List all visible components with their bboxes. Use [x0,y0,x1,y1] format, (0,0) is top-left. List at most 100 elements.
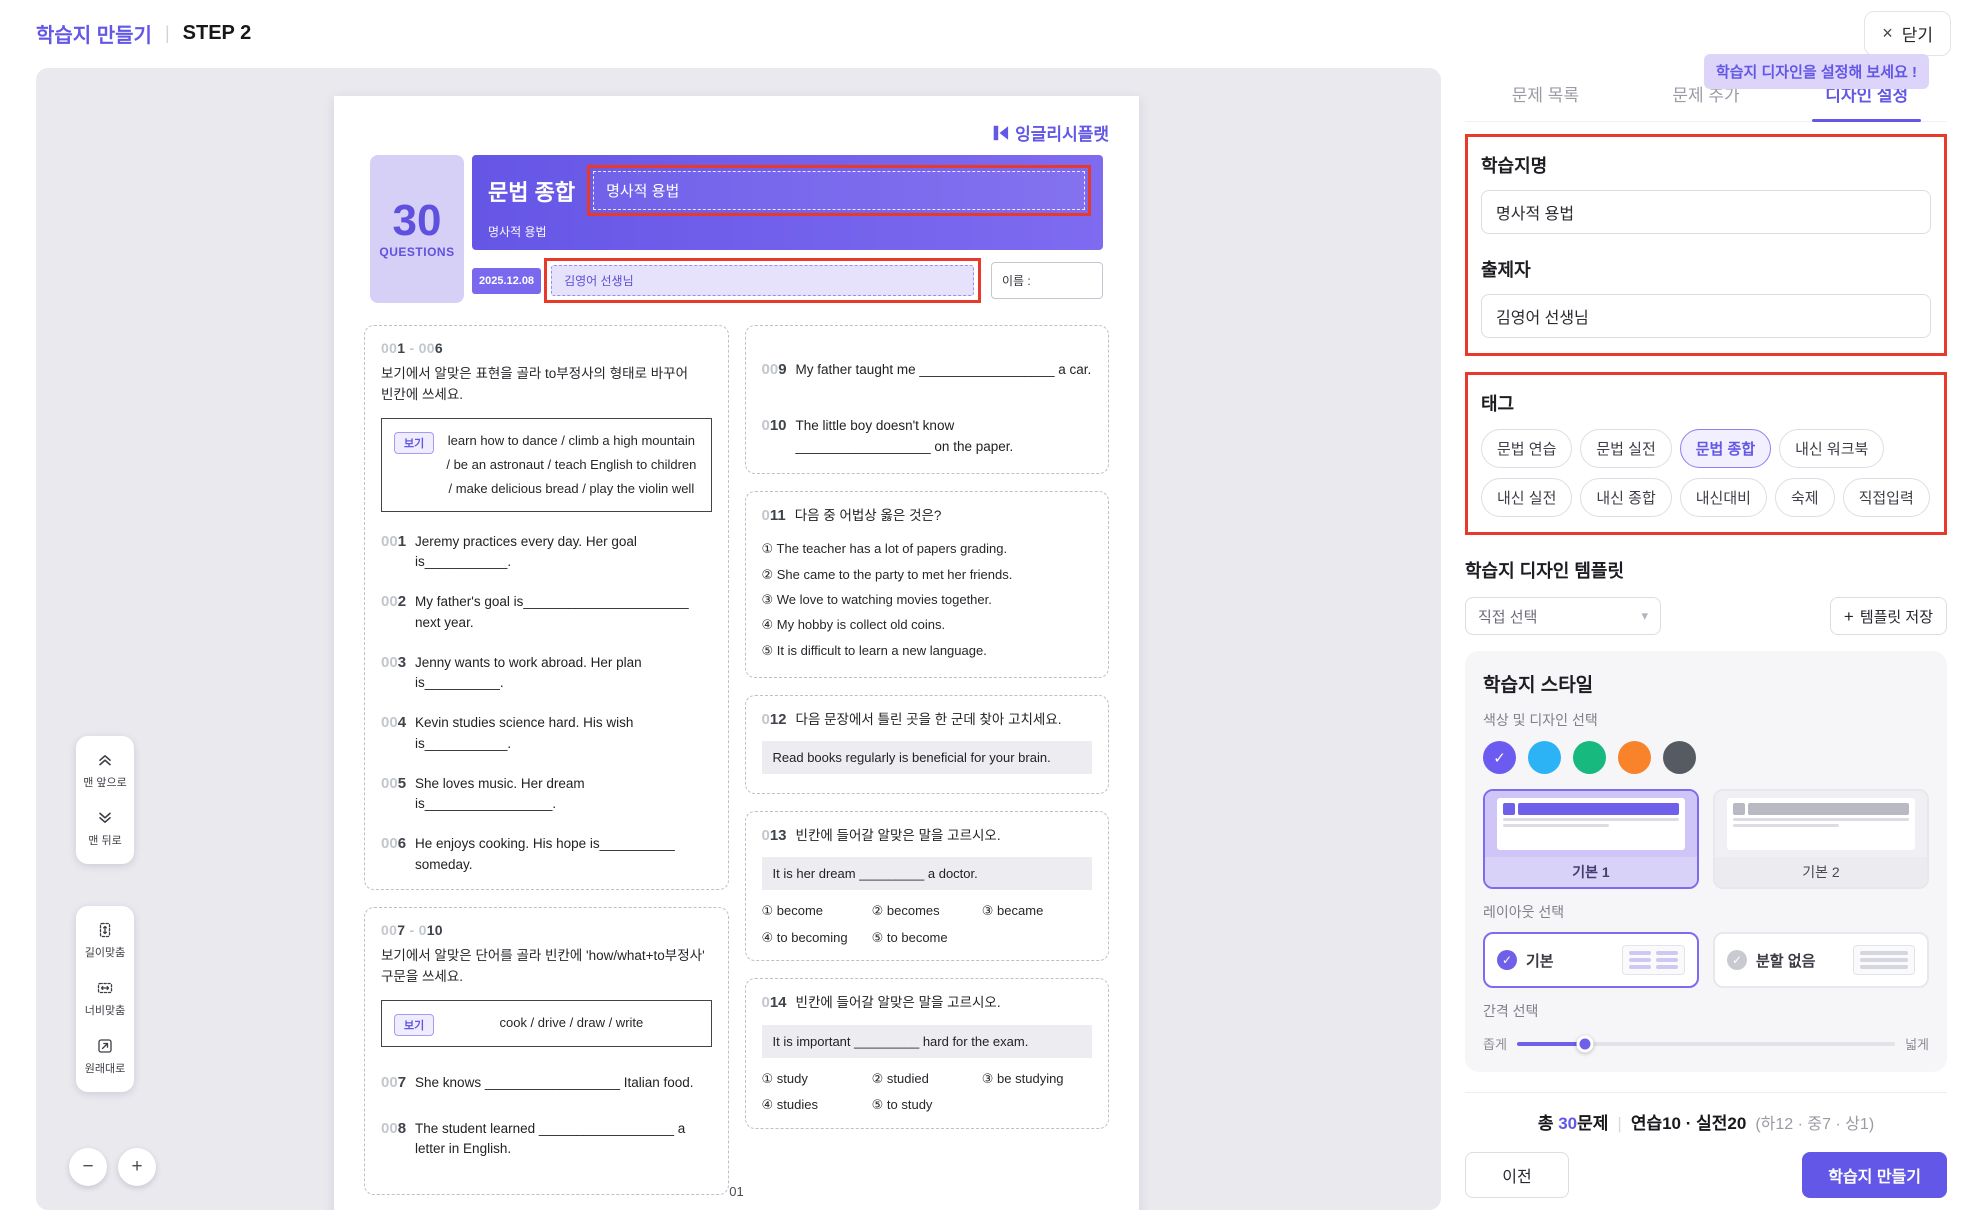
fit-height-button[interactable]: 길이맞춤 [79,913,131,969]
tag-list: 문법 연습 문법 실전 문법 종합 내신 워크북 내신 실전 내신 종합 내신대… [1481,429,1931,517]
choice-item: ⑤ It is difficult to learn a new languag… [761,642,987,658]
layout-card-no-split[interactable]: ✓ 분할 없음 [1713,932,1929,988]
question-item: 007 She knows __________________ Italian… [381,1073,712,1093]
radio-check-icon: ✓ [1497,950,1517,970]
spacing-max-label: 넓게 [1905,1037,1929,1052]
tag-chip[interactable]: 문법 연습 [1481,429,1573,468]
close-button[interactable]: × 닫기 [1864,10,1951,56]
layout-card-basic[interactable]: ✓ 기본 [1483,932,1699,988]
question-number: 003 [381,653,407,671]
question-count: 30 [392,196,442,245]
color-swatch[interactable]: ✓ [1573,741,1606,774]
worksheet-author-input[interactable]: 김영어 선생님 [551,265,974,296]
highlight-section-name-author: 학습지명 출제자 [1465,134,1947,356]
question-item: 010 The little boy doesn't know ________… [762,416,1093,457]
choice-item: ② She came to the party to met her frien… [761,566,1013,582]
worksheet-title-input[interactable]: 명사적 용법 [593,171,1085,210]
spacing-select-label: 간격 선택 [1483,1003,1539,1019]
question-count-label: QUESTIONS [379,245,455,259]
tag-chip[interactable]: 내신 워크북 [1779,429,1885,468]
tag-chip[interactable]: 문법 실전 [1580,429,1672,468]
previous-button[interactable]: 이전 [1465,1152,1569,1198]
choice-item: ① study [761,1070,808,1086]
worksheet-meta-row: 2025.12.08 김영어 선생님 이름 : [472,258,1103,303]
tab[interactable]: 문제 목록 [1465,66,1626,121]
reset-view-button[interactable]: 원래대로 [79,1029,131,1085]
question-number: 009 [761,361,787,378]
color-swatch[interactable]: ✓ [1483,741,1516,774]
fit-height-icon [99,922,111,938]
close-icon: × [1882,23,1893,43]
close-label: 닫기 [1901,25,1933,45]
question-box-013[interactable]: 013 빈칸에 들어갈 알맞은 말을 고르시오. It is her dream… [744,810,1109,962]
style-card-title: 학습지 스타일 [1483,675,1594,696]
question-box-014[interactable]: 014 빈칸에 들어갈 알맞은 말을 고르시오. It is important… [744,978,1109,1129]
template-row: 직접 선택 ▾ + 템플릿 저장 [1465,597,1947,635]
tab[interactable]: 문제 추가 [1626,66,1787,121]
banner-subtitle: 명사적 용법 [488,225,547,239]
summary-total-count: 30 [1558,1114,1578,1133]
question-text: Jenny wants to work abroad. Her plan is_… [415,654,642,691]
tag-chip[interactable]: 내신대비 [1679,478,1767,517]
question-box-001-006[interactable]: 001 - 006 보기에서 알맞은 표현을 골라 to부정사의 형태로 바꾸어… [364,325,729,890]
question-count-box: 30 QUESTIONS [370,155,464,303]
choice-item: ③ be studying [981,1070,1064,1086]
tag-chip[interactable]: 직접입력 [1842,478,1930,517]
question-text: My father's goal is_____________________… [415,594,689,630]
question-items: 001 Jeremy practices every day. Her goal… [381,532,712,875]
choice-list: ① The teacher has a lot of papers gradin… [762,536,1093,663]
zoom-out-button[interactable]: − [69,1148,107,1186]
fit-width-button[interactable]: 너비맞춤 [79,971,131,1027]
spacing-slider-track[interactable] [1516,1035,1896,1052]
design-template-card-basic1[interactable]: 기본 1 [1483,789,1699,889]
spacing-slider-knob[interactable] [1576,1035,1594,1052]
zoom-in-button[interactable]: + [118,1148,156,1186]
template-select[interactable]: 직접 선택 ▾ [1465,597,1661,635]
tag-chip[interactable]: 내신 실전 [1481,478,1573,517]
chevron-down-icon: ▾ [1641,608,1648,623]
worksheet-preview[interactable]: 잉글리시플랫 30 QUESTIONS 문법 종합 명사적 용법 명사적 용법 [334,96,1139,1210]
question-box-012[interactable]: 012 다음 문장에서 틀린 곳을 한 군데 찾아 고치세요. Read boo… [744,694,1109,794]
spacing-slider-fill [1516,1041,1585,1046]
design-template-card-basic2[interactable]: 기본 2 [1713,789,1929,889]
worksheet-name-input[interactable] [1481,190,1931,234]
question-text: 빈칸에 들어갈 알맞은 말을 고르시오. [795,995,1001,1011]
question-summary: 총 30문제 | 연습10 · 실전20 (하12 · 중7 · 상1) [1465,1092,1947,1134]
layout-card-label: 분할 없음 [1756,952,1816,970]
question-number: 005 [381,774,407,792]
check-icon: ✓ [1493,749,1506,767]
question-text: Kevin studies science hard. His wish is_… [415,715,634,751]
template-save-label: 템플릿 저장 [1859,608,1933,626]
author-input[interactable] [1481,294,1931,338]
choice-item: ⑤ to study [871,1097,933,1113]
color-swatch[interactable]: ✓ [1663,741,1696,774]
fit-width-label: 너비맞춤 [84,1005,126,1017]
question-number: 011 [761,507,786,524]
tag-chip[interactable]: 숙제 [1774,478,1835,517]
color-swatch[interactable]: ✓ [1618,741,1651,774]
top-bar: 학습지 만들기 | STEP 2 × 닫기 [0,0,1973,66]
tag-chip[interactable]: 내신 종합 [1580,478,1672,517]
author-label: 출제자 [1481,260,1531,280]
question-item: 002 My father's goal is_________________… [381,592,712,633]
question-box-009-010[interactable]: 009 My father taught me ________________… [744,325,1109,474]
spacing-min-label: 좁게 [1483,1037,1507,1052]
create-worksheet-button[interactable]: 학습지 만들기 [1802,1152,1947,1198]
question-number: 006 [381,835,407,853]
color-swatch[interactable]: ✓ [1528,741,1561,774]
template-save-button[interactable]: + 템플릿 저장 [1829,597,1947,635]
question-box-011[interactable]: 011 다음 중 어법상 옳은 것은? ① The teacher has a … [744,491,1109,678]
question-item: 006 He enjoys cooking. His hope is______… [381,834,712,875]
tab-label: 문제 추가 [1672,86,1740,105]
worksheet-header: 30 QUESTIONS 문법 종합 명사적 용법 명사적 용법 2025.12… [364,155,1109,303]
zoom-controls: − + [69,1148,156,1186]
bring-to-front-button[interactable]: 맨 앞으로 [79,743,131,799]
send-to-back-button[interactable]: 맨 뒤로 [79,801,131,857]
tab[interactable]: 디자인 설정 [1786,66,1947,122]
summary-total-suffix: 문제 [1577,1114,1609,1133]
choice-item: ③ became [981,903,1044,919]
bogi-chip: 보기 [394,431,435,454]
tag-chip[interactable]: 문법 종합 [1679,429,1772,468]
design-template-cards: 기본 1 기본 2 [1483,789,1929,889]
question-box-007-010[interactable]: 007 - 010 보기에서 알맞은 단어를 골라 빈칸에 'how/what+… [364,906,729,1195]
